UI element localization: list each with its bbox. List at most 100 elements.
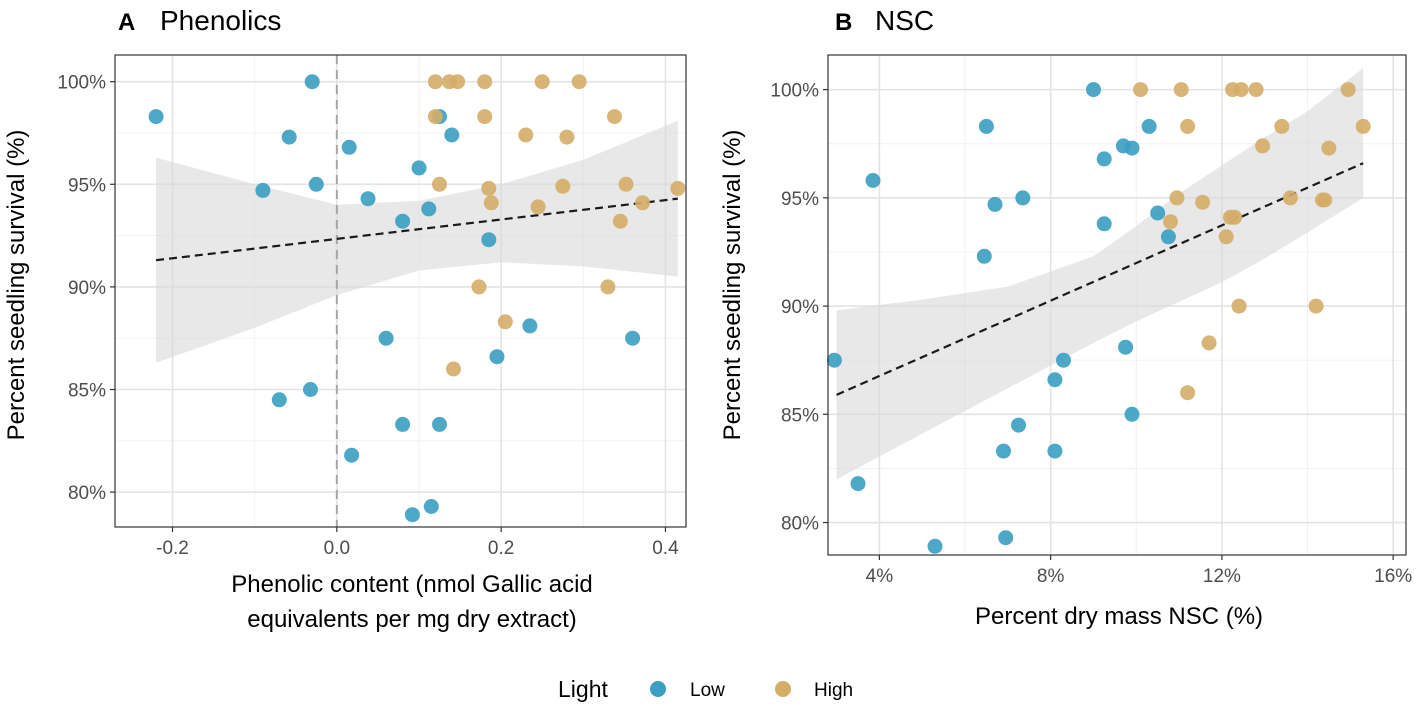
panel-b-point-low	[1160, 229, 1176, 245]
panel-a-point-low	[255, 182, 271, 198]
panel-b-point-high	[1231, 298, 1247, 314]
panel-b-y-tick-label: 95%	[781, 189, 819, 210]
panel-a-y-axis-title: Percent seedling survival (%)	[3, 130, 30, 441]
panel-a-points	[148, 74, 686, 523]
panel-a-title: Phenolics	[160, 5, 281, 36]
panel-b-x-tick-label: 12%	[1203, 566, 1241, 587]
panel-b-y-tick-label: 100%	[770, 81, 819, 102]
panel-b-letter: B	[835, 9, 852, 36]
panel-a-point-low	[395, 416, 411, 432]
panel-b-point-low	[998, 530, 1014, 546]
legend: Light Low High	[558, 676, 853, 702]
panel-a-point-high	[481, 180, 497, 196]
panel-b-point-low	[976, 248, 992, 264]
panel-a-point-low	[421, 201, 437, 217]
panel-a-point-high	[530, 199, 546, 215]
panel-b-trend	[836, 162, 1364, 396]
panel-a-point-low	[444, 127, 460, 143]
panel-b-point-low	[1047, 443, 1063, 459]
panel-a-x-axis-title-line2: equivalents per mg dry extract)	[247, 606, 576, 633]
panel-a-point-low	[281, 129, 297, 145]
legend-high-marker	[775, 681, 791, 697]
panel-b-point-high	[1255, 138, 1271, 154]
panel-a-point-low	[344, 447, 360, 463]
panel-b-point-high	[1233, 82, 1249, 98]
panel-b-x-tick-label: 8%	[1037, 566, 1065, 587]
panel-b-point-high	[1282, 190, 1298, 206]
panel-b-point-low	[927, 538, 943, 554]
panel-a-point-low	[148, 109, 164, 125]
panel-a-confidence-band	[156, 120, 678, 363]
panel-b-point-high	[1317, 192, 1333, 208]
legend-low-marker	[650, 681, 666, 697]
panel-b-point-high	[1169, 190, 1185, 206]
panel-b-point-high	[1180, 385, 1196, 401]
panel-b-point-high	[1173, 82, 1189, 98]
panel-a-point-high	[446, 361, 461, 377]
panel-a-point-low	[304, 74, 320, 90]
panel-b-points	[826, 82, 1371, 554]
panel-a-trend-line	[155, 197, 678, 262]
panel-a-point-low	[481, 232, 497, 248]
panel-a-point-high	[618, 176, 634, 192]
panel-a-point-high	[471, 279, 487, 295]
panel-a-letter: A	[118, 9, 135, 36]
panel-b-point-low	[996, 443, 1011, 459]
panel-b-point-high	[1248, 82, 1264, 98]
panel-a-y-tick-label: 85%	[68, 381, 106, 402]
panel-b-confidence-band	[836, 68, 1364, 480]
panel-b-y-tick-label: 85%	[781, 405, 819, 426]
panel-b-y-axis-title: Percent seedling survival (%)	[719, 130, 746, 441]
panel-a-point-high	[555, 178, 571, 194]
panel-a-point-low	[423, 499, 439, 514]
panel-b-point-low	[1096, 151, 1112, 167]
panel-a-point-high	[497, 314, 513, 330]
panel-b-point-low	[1015, 190, 1031, 206]
panel-b-point-low	[1150, 205, 1166, 221]
panel-b-point-low	[865, 173, 881, 188]
panel-a-point-high	[600, 279, 616, 295]
panel-b-point-high	[1274, 118, 1290, 134]
panel-b-point-low	[1056, 352, 1071, 368]
panel-b-point-low	[1124, 140, 1140, 156]
panel-a-point-low	[411, 160, 427, 176]
panel-b-x-axis-title: Percent dry mass NSC (%)	[975, 603, 1263, 630]
panel-a-point-low	[378, 330, 394, 346]
panel-a-x-tick-label: -0.2	[156, 538, 189, 559]
panel-b-point-low	[1011, 417, 1026, 433]
panel-b-y-tick-label: 80%	[781, 514, 819, 535]
panel-a-point-high	[534, 74, 550, 90]
panel-a-x-axis: -0.2 0.0 0.2 0.4	[156, 527, 679, 559]
legend-low-label: Low	[690, 680, 725, 701]
panel-a-point-low	[522, 318, 538, 334]
panel-a-y-axis: 80% 85% 90% 95% 100%	[57, 73, 115, 504]
panel-a-point-high	[477, 109, 493, 125]
panel-a-x-tick-label: 0.0	[324, 538, 350, 559]
panel-a-point-high	[450, 74, 466, 90]
panel-b-point-low	[826, 352, 842, 368]
panel-a-point-low	[489, 349, 505, 365]
panel-b-trend-line	[836, 162, 1364, 396]
panel-a-point-low	[395, 213, 411, 229]
panel-a-point-high	[518, 127, 534, 143]
panel-b-point-low	[850, 476, 866, 492]
panel-b-point-low	[1118, 339, 1134, 355]
panel-a-border	[114, 54, 687, 528]
panel-b-point-high	[1195, 194, 1211, 210]
panel-a-point-high	[612, 213, 628, 229]
panel-a-point-low	[303, 382, 318, 397]
panel-b-x-tick-label: 4%	[866, 566, 894, 587]
panel-b-point-low	[1086, 82, 1101, 98]
panel-b-point-low	[987, 196, 1003, 212]
panel-a-point-low	[432, 416, 447, 432]
panel-a-point-low	[625, 330, 641, 346]
panel-a: A Phenolics -0.2 0.0 0.2 0.4 80% 85% 90% 95% 10…	[3, 5, 687, 633]
panel-a-point-high	[432, 176, 447, 192]
panel-a-point-low	[360, 191, 376, 207]
legend-title: Light	[558, 676, 608, 702]
panel-a-point-low	[341, 139, 357, 155]
panel-a-point-high	[477, 74, 493, 90]
panel-a-y-tick-label: 80%	[68, 483, 106, 504]
panel-b-point-high	[1163, 214, 1178, 230]
